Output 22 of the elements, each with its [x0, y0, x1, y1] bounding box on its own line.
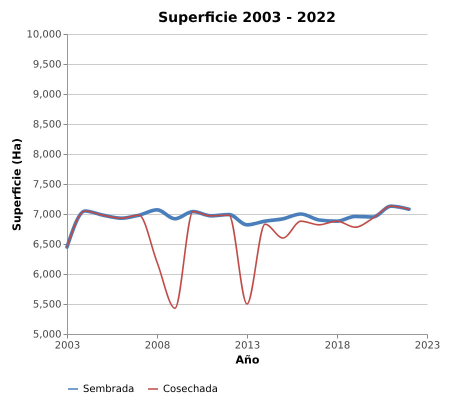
legend-label: Cosechada [163, 384, 218, 395]
y-tick-label: 9,000 [32, 90, 62, 100]
x-tick-label: 2008 [144, 340, 170, 352]
y-tick-label: 6,000 [32, 270, 62, 280]
y-axis-title: Superficie (Ha) [10, 138, 24, 231]
x-tick-label: 2013 [234, 340, 260, 352]
y-tick-label: 8,000 [32, 150, 62, 160]
y-tick-label: 8,500 [32, 120, 62, 130]
x-tick-label: 2003 [54, 340, 80, 352]
line-series [66, 205, 410, 309]
y-tick-label: 10,000 [26, 30, 62, 40]
y-tick-label: 9,500 [32, 60, 62, 70]
y-tick-label: 7,500 [32, 180, 62, 190]
legend-label: Sembrada [83, 384, 134, 395]
y-tick-label: 6,500 [32, 240, 62, 250]
x-tick-label: 2018 [324, 340, 350, 352]
y-tick-label: 5,000 [32, 330, 62, 340]
chart-title: Superficie 2003 - 2022 [158, 10, 336, 26]
x-tick-label: 2023 [414, 340, 440, 352]
y-tick-label: 5,500 [32, 300, 62, 310]
y-tick-label: 7,000 [32, 210, 62, 220]
x-axis-title: Año [236, 354, 260, 366]
